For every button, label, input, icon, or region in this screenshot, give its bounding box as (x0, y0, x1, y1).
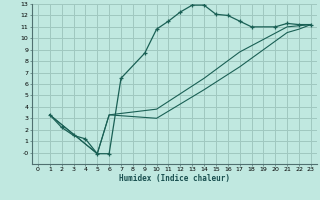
X-axis label: Humidex (Indice chaleur): Humidex (Indice chaleur) (119, 174, 230, 183)
